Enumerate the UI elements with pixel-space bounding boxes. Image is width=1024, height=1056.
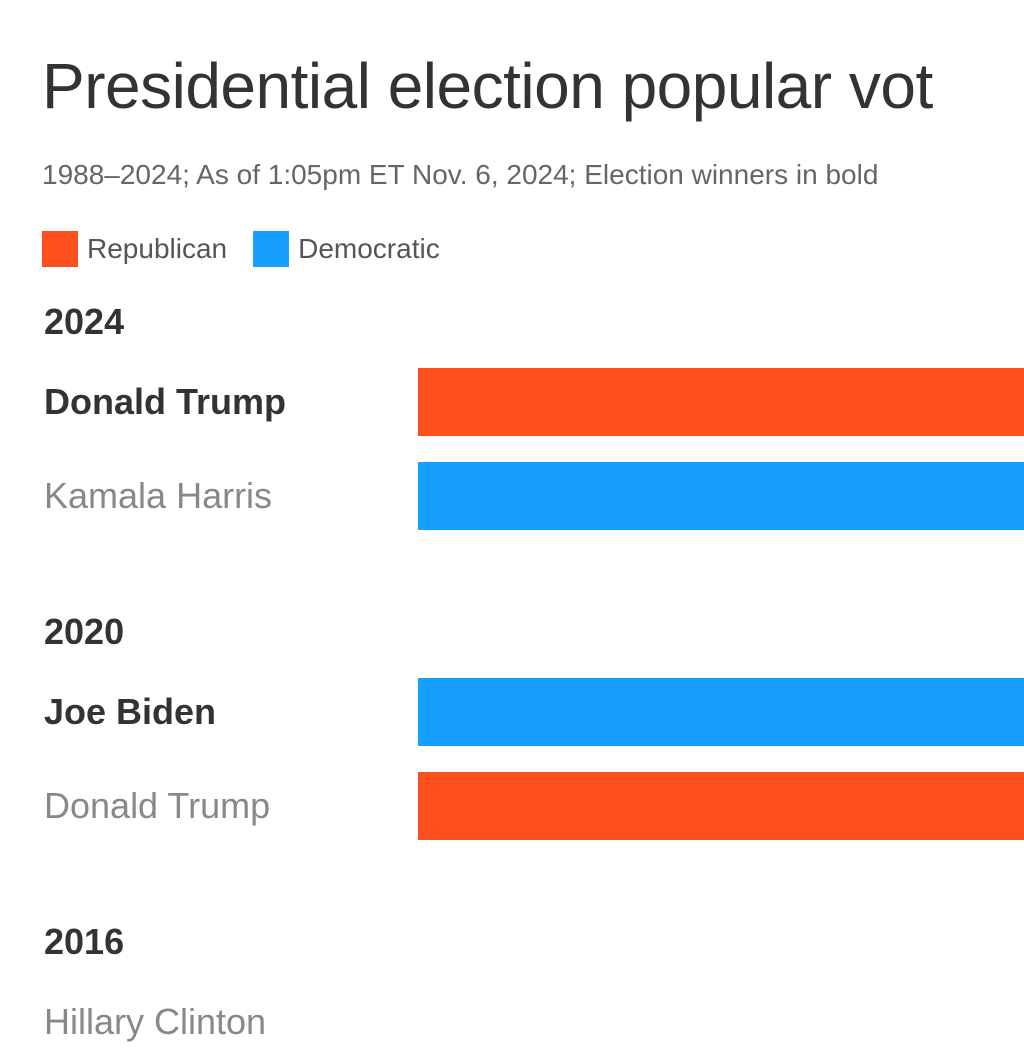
bar-2024-kamala-harris	[418, 462, 1024, 530]
bar-2024-donald-trump	[418, 368, 1024, 436]
legend-item-democratic: Democratic	[253, 231, 440, 267]
legend-swatch-democratic	[253, 231, 290, 267]
chart-title: Presidential election popular vot	[42, 50, 933, 122]
legend-label-democratic: Democratic	[298, 233, 440, 264]
bar-2020-joe-biden	[418, 678, 1024, 746]
year-label-2016: 2016	[44, 921, 125, 962]
year-label-2020: 2020	[44, 611, 125, 652]
candidate-label-2016-hillary-clinton: Hillary Clinton	[44, 1001, 267, 1042]
legend-label-republican: Republican	[87, 233, 228, 264]
candidate-label-2020-donald-trump: Donald Trump	[44, 785, 271, 826]
candidate-label-2024-kamala-harris: Kamala Harris	[44, 475, 273, 516]
chart-subtitle: 1988–2024; As of 1:05pm ET Nov. 6, 2024;…	[42, 159, 879, 190]
bar-2020-donald-trump	[418, 772, 1024, 840]
legend-item-republican: Republican	[42, 231, 227, 267]
candidate-label-2024-donald-trump: Donald Trump	[44, 381, 286, 422]
legend-swatch-republican	[42, 231, 78, 267]
bar-chart: 2024 Donald Trump Kamala Harris 2020 Joe Bid…	[44, 301, 1024, 1042]
year-label-2024: 2024	[44, 301, 125, 342]
legend: Republican Democratic	[42, 230, 466, 268]
candidate-label-2020-joe-biden: Joe Biden	[44, 691, 217, 732]
